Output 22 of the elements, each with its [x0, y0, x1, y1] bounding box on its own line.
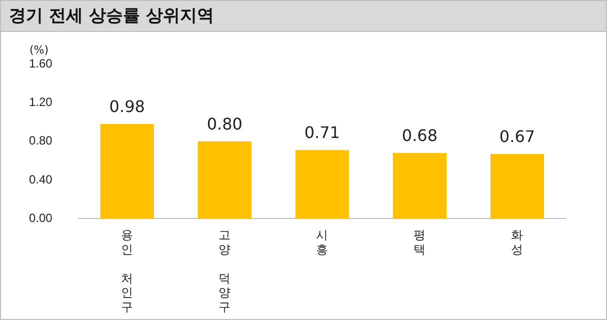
y-tick-label: 1.60	[28, 56, 53, 71]
x-tick-label: 평택	[414, 228, 426, 257]
y-tick-label: 0.40	[28, 172, 53, 186]
y-tick-label: 1.20	[28, 95, 53, 110]
bar	[295, 150, 349, 219]
y-tick-label: 0.00	[28, 210, 53, 225]
x-tick-label: 시흥	[316, 228, 328, 257]
x-tick-label: 화성	[511, 228, 524, 257]
data-label: 0.68	[402, 126, 438, 146]
data-label: 0.71	[304, 123, 340, 142]
bar	[490, 154, 544, 219]
chart-title: 경기 전세 상승률 상위지역	[1, 1, 606, 32]
y-tick-label: 0.80	[28, 134, 53, 148]
category-label: 고양 덕양구	[218, 228, 231, 314]
data-label: 0.98	[109, 97, 145, 116]
data-label: 0.80	[206, 114, 242, 134]
bar	[100, 124, 154, 219]
category-label: 용인 처인구	[121, 228, 134, 314]
data-label: 0.67	[499, 127, 536, 146]
y-axis-title: (%)	[29, 44, 49, 57]
bar	[198, 141, 252, 219]
bar	[392, 152, 447, 219]
